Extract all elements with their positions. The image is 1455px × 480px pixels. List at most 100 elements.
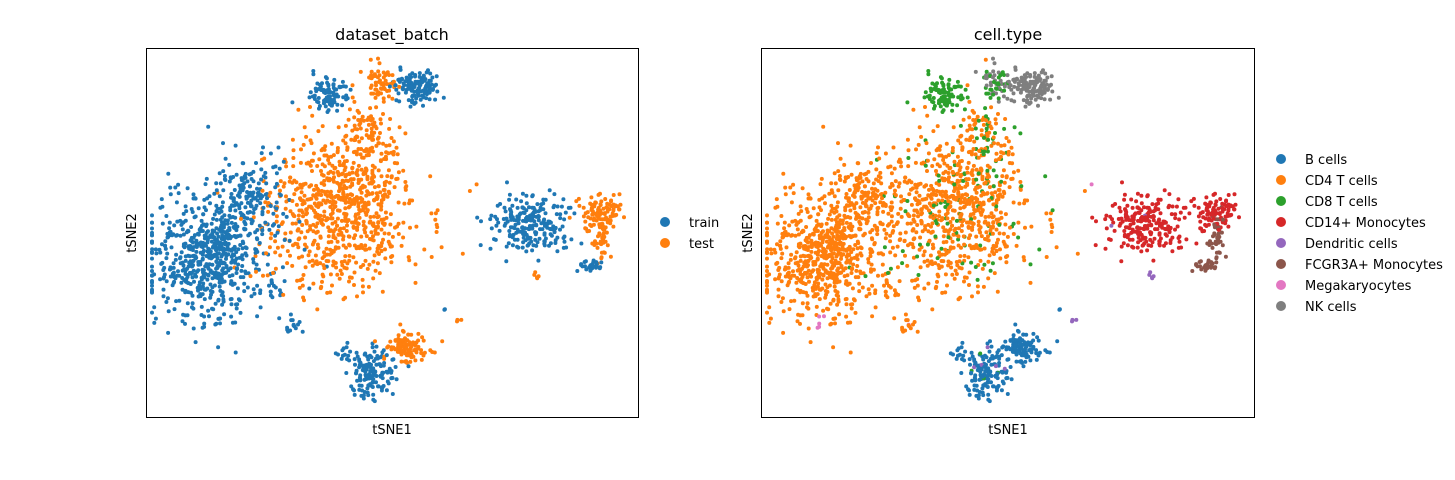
scatter-point [876, 145, 880, 150]
scatter-point [817, 314, 822, 319]
scatter-point [433, 97, 438, 102]
scatter-point [900, 249, 905, 254]
scatter-point [964, 275, 969, 280]
scatter-point [962, 253, 967, 258]
scatter-point [311, 69, 316, 73]
scatter-point [823, 295, 828, 300]
scatter-point [372, 214, 376, 219]
scatter-point [227, 162, 232, 167]
plot-frame [146, 48, 639, 418]
scatter-point [277, 166, 282, 171]
scatter-point [384, 215, 389, 220]
scatter-point [893, 193, 898, 198]
scatter-point [583, 211, 588, 216]
scatter-point [569, 237, 574, 242]
scatter-point [251, 257, 256, 262]
scatter-point [386, 94, 391, 99]
scatter-point [991, 56, 995, 61]
scatter-point [281, 184, 286, 189]
scatter-point [390, 392, 395, 396]
scatter-point [384, 82, 389, 86]
scatter-point [941, 178, 946, 183]
scatter-point [372, 198, 376, 203]
scatter-point [983, 57, 988, 62]
scatter-point [409, 332, 414, 337]
scatter-point [419, 351, 424, 356]
scatter-point [1131, 221, 1136, 226]
scatter-point [172, 223, 177, 228]
scatter-point [398, 322, 403, 327]
scatter-point [252, 291, 257, 296]
scatter-point [404, 346, 409, 351]
scatter-point [883, 236, 888, 241]
x-axis-label: tSNE1 [372, 423, 412, 438]
scatter-point [1036, 95, 1041, 100]
scatter-point [388, 222, 393, 227]
scatter-point [914, 190, 919, 195]
scatter-point [1226, 193, 1231, 197]
scatter-point [341, 95, 346, 100]
scatter-point [1016, 235, 1021, 240]
scatter-point [787, 279, 792, 284]
scatter-point [301, 273, 306, 277]
scatter-point [323, 144, 328, 149]
scatter-point [357, 139, 362, 144]
scatter-point [371, 221, 376, 226]
scatter-point [288, 209, 293, 214]
scatter-point [1006, 357, 1011, 362]
scatter-point [977, 148, 982, 153]
scatter-point [1005, 392, 1010, 396]
scatter-point [957, 168, 962, 173]
scatter-point [165, 296, 170, 301]
scatter-point [333, 204, 338, 209]
scatter-point [289, 318, 294, 323]
scatter-point [1010, 152, 1015, 157]
scatter-point [811, 232, 816, 237]
scatter-point [842, 162, 847, 167]
scatter-point [361, 223, 366, 228]
scatter-point [875, 188, 880, 193]
scatter-point [1045, 87, 1050, 92]
scatter-point [221, 297, 226, 302]
scatter-point [318, 286, 323, 291]
scatter-point [322, 90, 326, 95]
scatter-point [221, 141, 225, 146]
scatter-point [415, 90, 420, 95]
scatter-point [366, 284, 371, 289]
scatter-point [159, 197, 164, 202]
scatter-point [185, 280, 189, 285]
scatter-point [1009, 145, 1014, 150]
scatter-point [943, 212, 948, 217]
scatter-point [325, 198, 330, 203]
scatter-point [992, 141, 996, 146]
scatter-point [782, 220, 787, 225]
scatter-point [417, 71, 422, 76]
scatter-point [975, 277, 980, 282]
scatter-point [312, 208, 316, 213]
scatter-point [258, 201, 263, 206]
scatter-point [331, 82, 336, 87]
scatter-point [806, 326, 811, 331]
scatter-point [408, 225, 412, 230]
scatter-point [385, 345, 390, 350]
scatter-point [990, 215, 995, 220]
scatter-point [183, 321, 187, 326]
scatter-point [198, 226, 203, 231]
scatter-point [293, 241, 298, 246]
scatter-point [327, 161, 332, 166]
scatter-point [833, 321, 837, 326]
scatter-point [152, 320, 157, 325]
scatter-point [1125, 235, 1130, 240]
scatter-point [164, 279, 169, 284]
scatter-point [847, 188, 852, 192]
scatter-point [1043, 71, 1048, 76]
scatter-point [987, 214, 991, 219]
scatter-point [1003, 244, 1008, 249]
scatter-point [1151, 218, 1156, 223]
scatter-point [390, 96, 395, 101]
scatter-point [835, 261, 840, 266]
scatter-point [212, 212, 217, 217]
scatter-point [769, 251, 774, 256]
scatter-point [583, 264, 587, 269]
